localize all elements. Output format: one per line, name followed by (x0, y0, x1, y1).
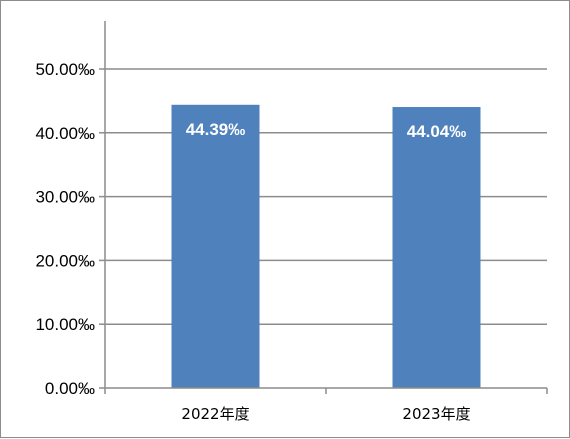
bar (392, 107, 481, 388)
data-label: 44.04‰ (407, 122, 467, 141)
y-tick-label: 40.00‰ (35, 124, 95, 143)
y-tick-label: 50.00‰ (35, 60, 95, 79)
data-label: 44.39‰ (186, 120, 246, 139)
x-tick-label: 2023年度 (402, 405, 470, 423)
y-tick-label: 20.00‰ (35, 251, 95, 270)
y-tick-label: 30.00‰ (35, 188, 95, 207)
bar (171, 104, 260, 388)
x-tick-label: 2022年度 (181, 405, 249, 423)
y-tick-label: 0.00‰ (45, 379, 95, 398)
y-tick-label: 10.00‰ (35, 315, 95, 334)
